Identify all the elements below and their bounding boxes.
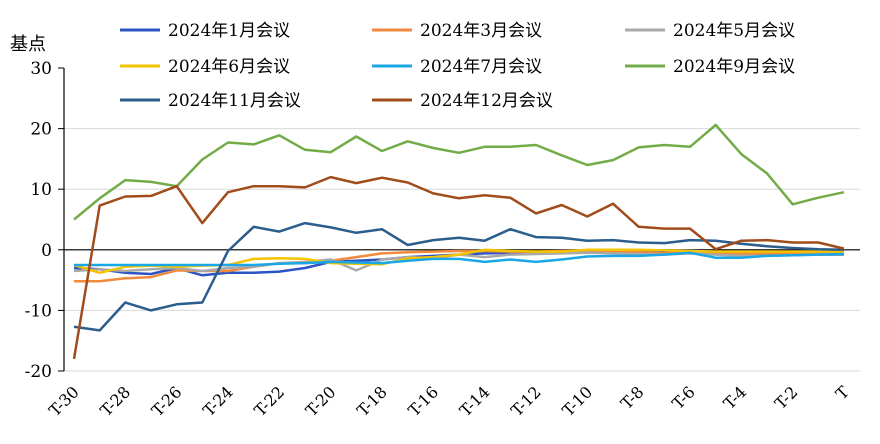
legend-label: 2024年11月会议	[168, 91, 301, 111]
y-tick-label: 0	[41, 241, 52, 261]
axes	[63, 68, 860, 371]
legend-item: 2024年9月会议	[625, 57, 795, 77]
legend-item: 2024年1月会议	[120, 21, 290, 41]
series-lines	[72, 123, 845, 360]
y-tick-label: 10	[30, 180, 52, 200]
legend-label: 2024年7月会议	[420, 57, 542, 77]
x-tick-label: T-18	[353, 382, 391, 420]
series-line-6	[73, 123, 845, 221]
x-tick-label: T-8	[617, 382, 648, 413]
series-line-8	[72, 175, 845, 360]
x-tick-label: T-28	[96, 382, 134, 420]
legend-label: 2024年5月会议	[673, 21, 795, 41]
legend-label: 2024年1月会议	[168, 21, 290, 41]
x-tick-label: T-14	[456, 382, 494, 420]
x-tick-label: T-22	[250, 382, 288, 420]
legend: 2024年1月会议 2024年3月会议 2024年5月会议 2024年6月会议 2024…	[120, 21, 795, 111]
x-tick-label: T-24	[199, 382, 237, 420]
x-tick-label: T-10	[558, 382, 596, 420]
series-line-7	[73, 221, 845, 332]
x-tick-label: T-30	[45, 382, 83, 420]
y-tick-label: 30	[30, 59, 52, 79]
legend-item: 2024年7月会议	[372, 57, 542, 77]
y-tick-label: 20	[30, 120, 52, 140]
x-axis-ticks: T-30 T-28 T-26 T-24 T-22 T-20 T-18 T-16 T-14 T-12…	[45, 382, 853, 420]
legend-label: 2024年12月会议	[420, 91, 553, 111]
legend-item: 2024年6月会议	[120, 57, 290, 77]
x-tick-label: T-6	[668, 382, 699, 413]
x-tick-label: T	[832, 382, 853, 403]
legend-item: 2024年5月会议	[625, 21, 795, 41]
legend-label: 2024年9月会议	[673, 57, 795, 77]
y-tick-label: -10	[25, 301, 52, 321]
legend-label: 2024年3月会议	[420, 21, 542, 41]
legend-item: 2024年3月会议	[372, 21, 542, 41]
series-line-5	[74, 251, 845, 267]
x-tick-label: T-26	[148, 382, 186, 420]
x-tick-label: T-16	[404, 382, 442, 420]
y-axis-ticks: 30 20 10 0 -10 -20	[25, 59, 64, 382]
legend-label: 2024年6月会议	[168, 57, 290, 77]
legend-item: 2024年12月会议	[372, 91, 553, 111]
y-tick-label: -20	[25, 362, 52, 382]
x-tick-label: T-12	[507, 382, 545, 420]
x-tick-label: T-4	[720, 382, 751, 413]
y-axis-label: 基点	[10, 34, 46, 55]
x-tick-label: T-20	[302, 382, 340, 420]
x-tick-label: T-2	[771, 382, 802, 413]
legend-item: 2024年11月会议	[120, 91, 301, 111]
